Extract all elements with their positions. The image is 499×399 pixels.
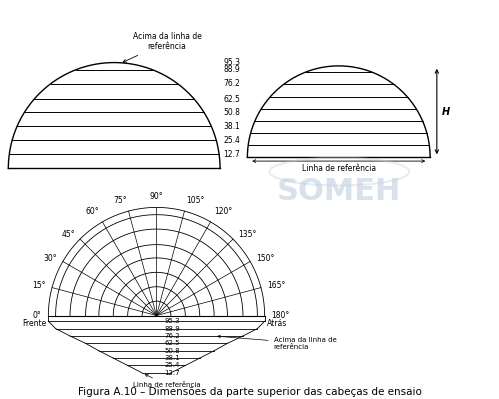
Text: 95.3: 95.3 [224,58,241,67]
Text: 165°: 165° [267,281,286,290]
Text: 60°: 60° [85,207,99,216]
Text: Linha de referência: Linha de referência [302,164,376,173]
Text: Frente: Frente [22,319,46,328]
Text: Atrás: Atrás [267,319,287,328]
Text: 62.5: 62.5 [165,340,180,346]
Text: 30°: 30° [43,254,57,263]
Text: 76.2: 76.2 [165,333,180,339]
Text: 38.1: 38.1 [224,122,240,130]
Text: 105°: 105° [186,196,205,205]
Text: 88.9: 88.9 [224,65,240,74]
Text: 12.7: 12.7 [224,150,240,159]
Text: 62.5: 62.5 [224,95,241,103]
Text: H: H [442,107,450,117]
Text: 0°: 0° [33,311,41,320]
Text: 120°: 120° [214,207,232,216]
Text: Acima da linha de
referência: Acima da linha de referência [123,32,202,62]
Text: Linha de referência: Linha de referência [133,374,201,388]
Text: 75°: 75° [113,196,127,205]
Text: SOMEH: SOMEH [277,177,402,206]
Text: 45°: 45° [61,230,75,239]
Text: 90°: 90° [150,192,163,201]
Text: 76.2: 76.2 [224,79,241,88]
Text: 12.7: 12.7 [165,370,180,376]
Text: Acima da linha de
referência: Acima da linha de referência [218,335,336,350]
Text: 150°: 150° [256,254,274,263]
Text: 50.8: 50.8 [165,348,180,354]
Text: 88.9: 88.9 [165,326,180,332]
Text: Figura A.10 – Dimensões da parte superior das cabeças de ensaio: Figura A.10 – Dimensões da parte superio… [77,387,422,397]
Text: 50.8: 50.8 [224,107,241,117]
Text: 15°: 15° [32,281,45,290]
Text: 38.1: 38.1 [165,355,180,361]
Text: 25.4: 25.4 [224,136,241,145]
Text: 95.3: 95.3 [165,318,180,324]
Text: 135°: 135° [238,230,256,239]
Text: 180°: 180° [271,311,290,320]
Text: 25.4: 25.4 [165,362,180,369]
